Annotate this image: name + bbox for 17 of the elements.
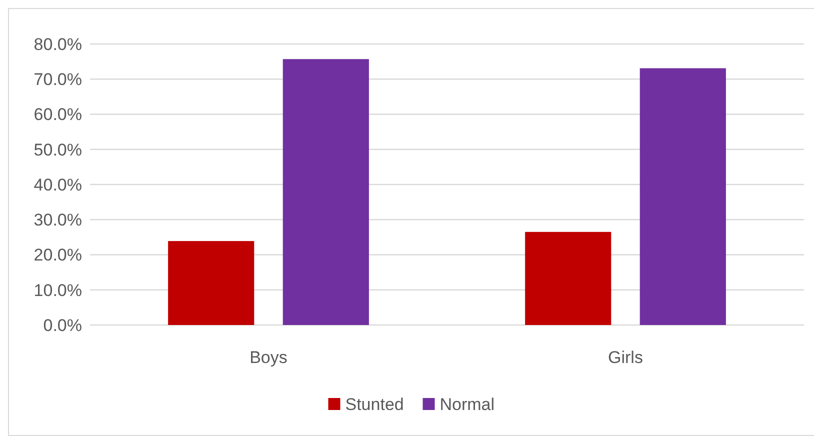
legend-label: Stunted [345,395,404,414]
x-tick-label: Boys [250,348,288,367]
bar [640,68,726,325]
y-tick-label: 60.0% [34,105,82,124]
y-tick-label: 30.0% [34,210,82,230]
bar [168,241,254,325]
y-tick-label: 80.0% [34,34,82,54]
y-tick-label: 40.0% [34,175,82,194]
y-tick-label: 20.0% [34,246,82,265]
y-tick-label: 50.0% [34,140,82,160]
bar [525,232,612,325]
y-tick-label: 0.0% [43,316,82,335]
bar [282,59,369,325]
x-tick-label: Girls [608,348,643,367]
y-tick-label: 70.0% [34,70,82,90]
y-tick-label: 10.0% [34,280,82,300]
legend-label: Normal [440,395,495,414]
